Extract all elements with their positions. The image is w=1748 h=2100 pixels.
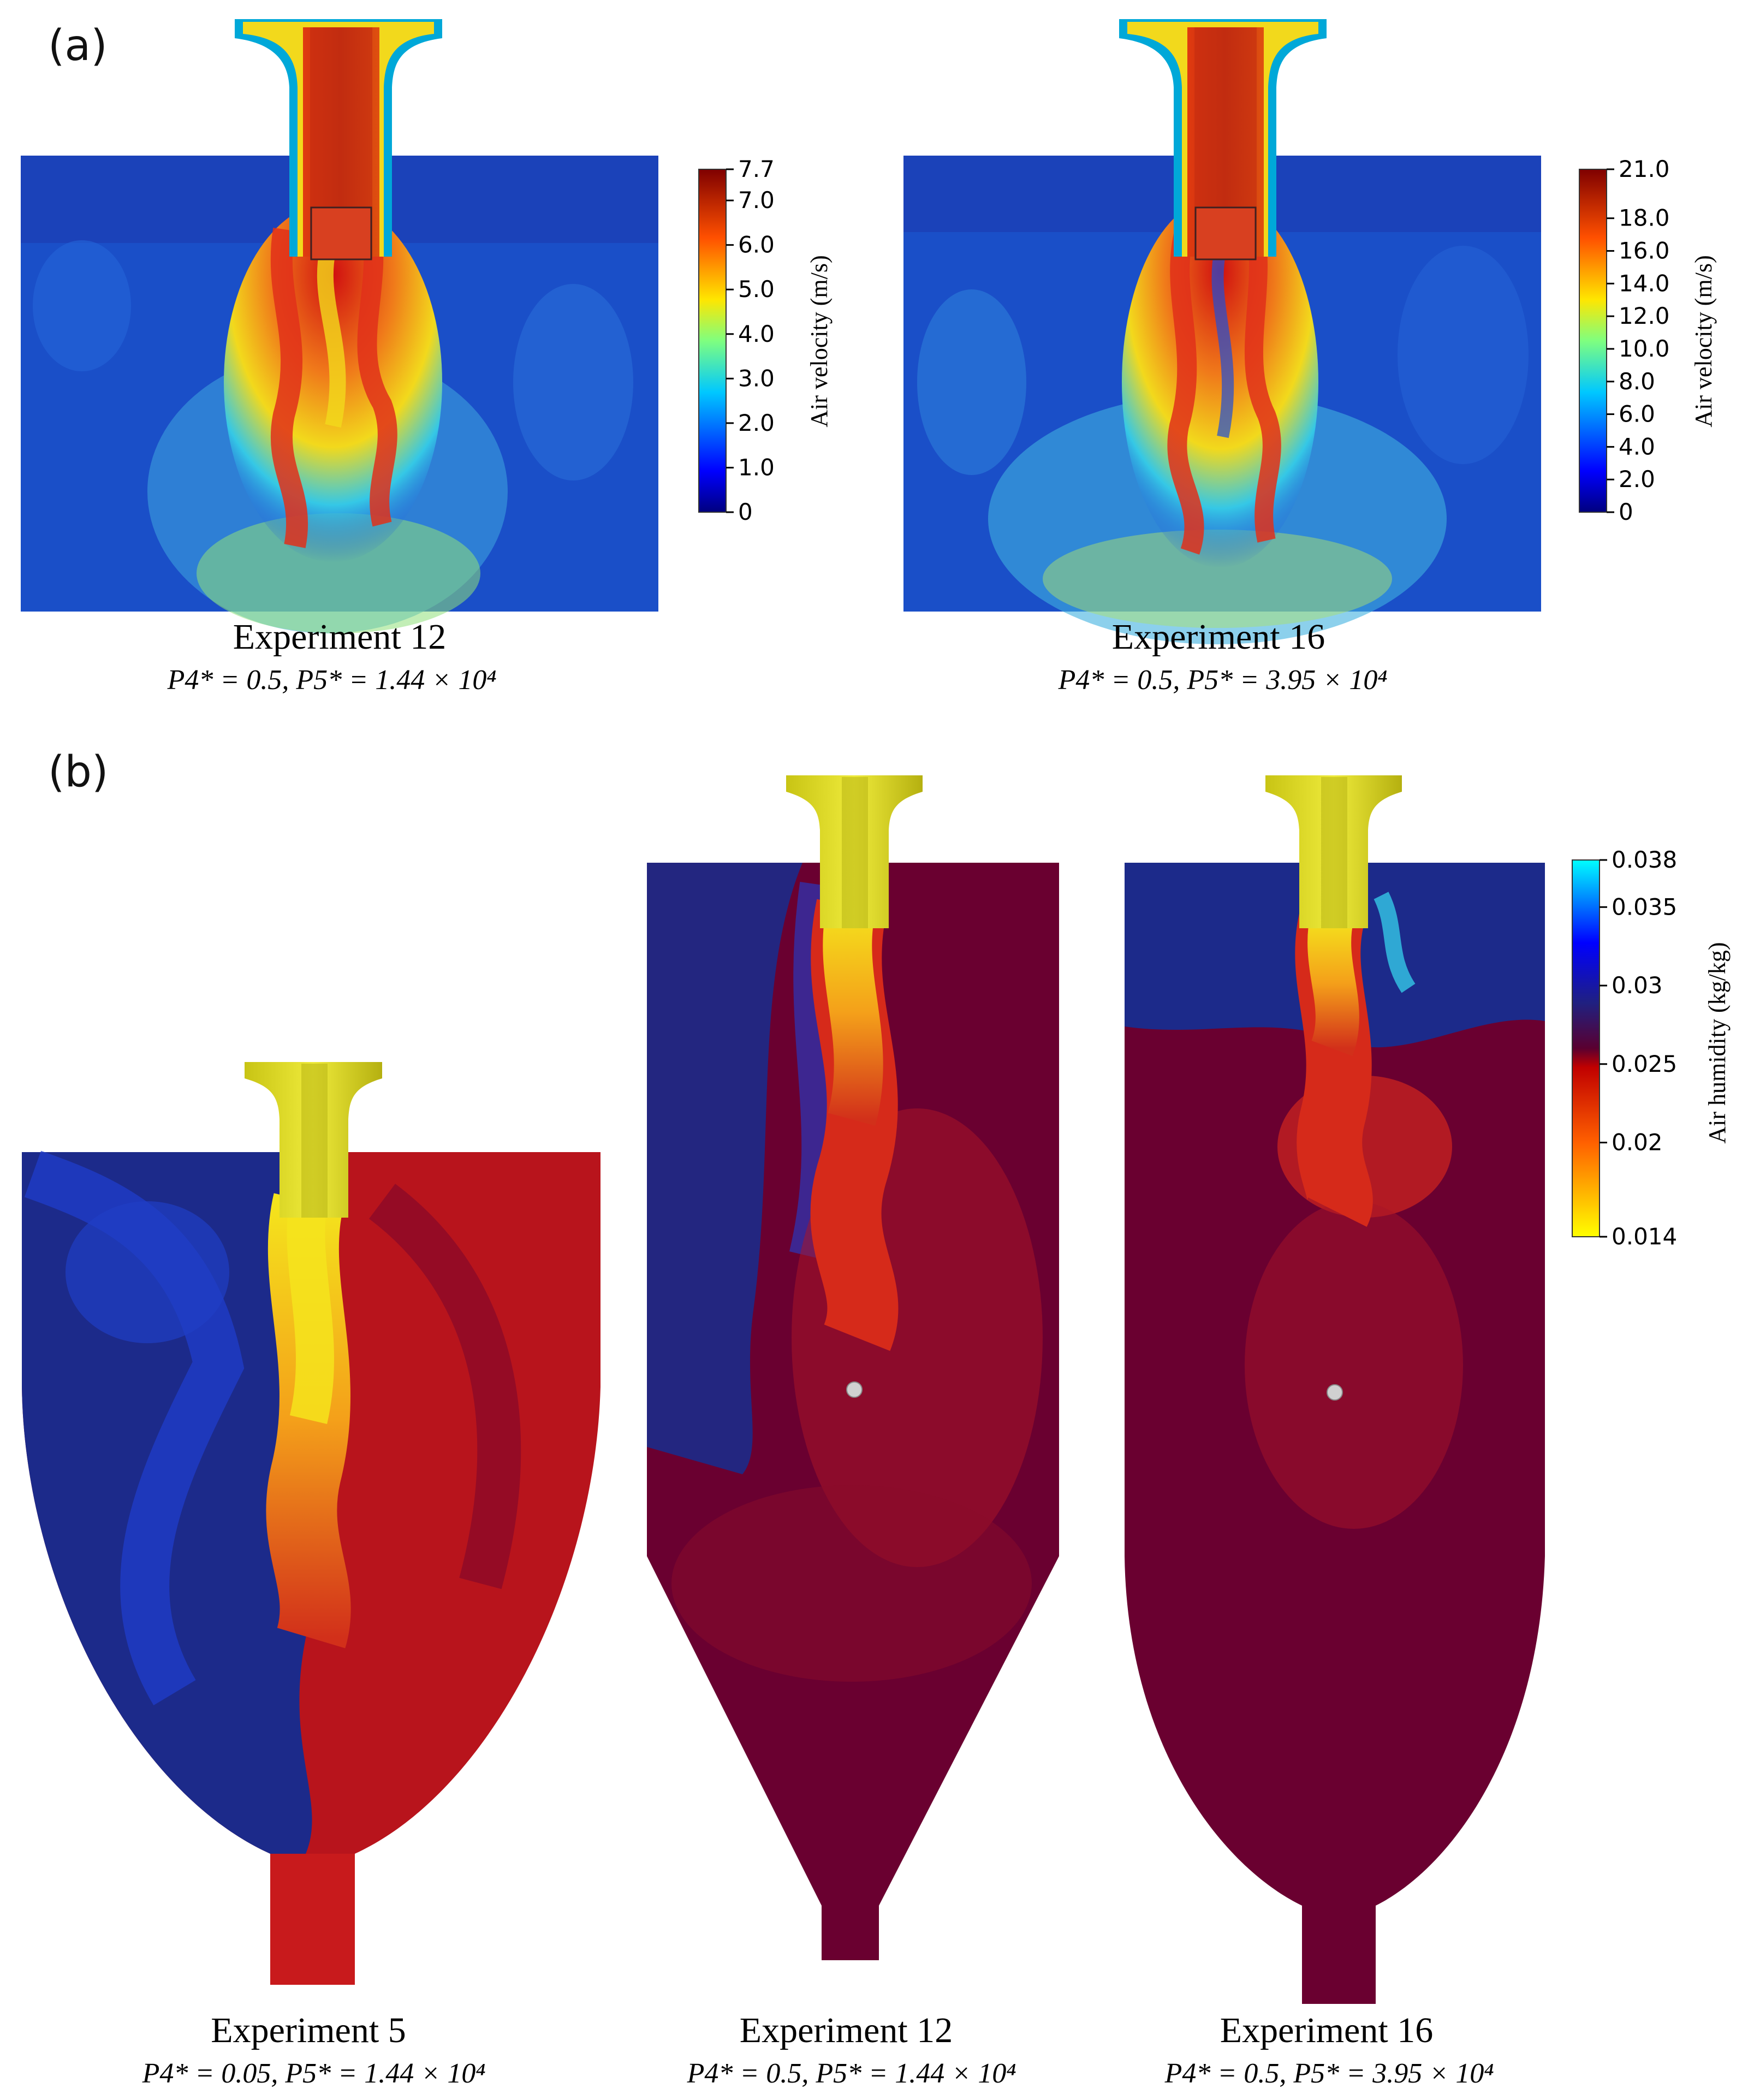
humidity-field-exp16 bbox=[1125, 775, 1545, 2004]
colorbar-velocity-exp12-tick-label: 0 bbox=[738, 499, 753, 525]
colorbar-humidity-tick-label: 0.03 bbox=[1612, 972, 1663, 999]
colorbar-velocity-exp12-tick-label: 3.0 bbox=[738, 365, 775, 391]
colorbar-velocity-exp16-tick-label: 10.0 bbox=[1619, 335, 1670, 362]
colorbar-title-humidity: Air humidity (kg/kg) bbox=[1704, 942, 1731, 1143]
plot-title-a-exp12: Experiment 12 bbox=[233, 617, 446, 657]
colorbar-velocity-exp16-tick-label: 2.0 bbox=[1619, 466, 1655, 493]
colorbar-velocity-exp12: 7.7 7.0 6.0 5.0 4.0 3.0 2.0 1.0 0 Air velocity (… bbox=[698, 156, 833, 525]
colorbar-velocity-exp16: 21.0 18.0 16.0 14.0 12.0 10.0 8.0 6.0 4.0 2.0 0 Ai… bbox=[1579, 156, 1717, 525]
colorbar-velocity-exp16-tick-label: 14.0 bbox=[1619, 270, 1670, 296]
panel-a-label: (a) bbox=[48, 21, 108, 70]
colorbar-title-velocity-exp12: Air velocity (m/s) bbox=[806, 255, 833, 427]
plot-title-b-exp12: Experiment 12 bbox=[740, 2010, 953, 2050]
plot-title-a-exp16: Experiment 16 bbox=[1112, 617, 1325, 657]
colorbar-humidity-tick-label: 0.035 bbox=[1612, 893, 1677, 920]
colorbar-humidity-tick-label: 0.02 bbox=[1612, 1129, 1663, 1156]
colorbar-velocity-exp16-tick-label: 21.0 bbox=[1619, 156, 1670, 182]
panel-b-label: (b) bbox=[48, 748, 108, 797]
colorbar-velocity-exp16-tick-label: 8.0 bbox=[1619, 368, 1655, 395]
humidity-field-exp12 bbox=[647, 775, 1059, 1960]
plot-params-b-exp16: P4* = 0.5, P5* = 3.95 × 10⁴ bbox=[1164, 2058, 1494, 2089]
colorbar-velocity-exp16-tick-label: 6.0 bbox=[1619, 401, 1655, 428]
plot-params-a-exp12: P4* = 0.5, P5* = 1.44 × 10⁴ bbox=[167, 665, 497, 696]
colorbar-velocity-exp12-tick-label: 7.0 bbox=[738, 187, 775, 213]
colorbar-velocity-exp12-tick-label: 2.0 bbox=[738, 410, 775, 436]
colorbar-title-velocity-exp16: Air velocity (m/s) bbox=[1690, 255, 1717, 427]
plot-title-b-exp5: Experiment 5 bbox=[211, 2010, 406, 2050]
plot-params-b-exp5: P4* = 0.05, P5* = 1.44 × 10⁴ bbox=[142, 2058, 486, 2089]
colorbar-humidity-tick-label: 0.014 bbox=[1612, 1223, 1677, 1250]
colorbar-velocity-exp12-tick-label: 6.0 bbox=[738, 232, 775, 258]
colorbar-velocity-exp16-tick-label: 18.0 bbox=[1619, 205, 1670, 232]
colorbar-humidity-tick-label: 0.025 bbox=[1612, 1051, 1677, 1077]
colorbar-velocity-exp12-tick-label: 1.0 bbox=[738, 454, 775, 480]
plot-params-a-exp16: P4* = 0.5, P5* = 3.95 × 10⁴ bbox=[1058, 665, 1388, 696]
colorbar-velocity-exp16-tick-label: 16.0 bbox=[1619, 238, 1670, 264]
plot-params-b-exp12: P4* = 0.5, P5* = 1.44 × 10⁴ bbox=[687, 2058, 1016, 2089]
colorbar-velocity-exp16-tick-label: 4.0 bbox=[1619, 433, 1655, 460]
velocity-field-exp12 bbox=[21, 19, 658, 633]
humidity-field-exp5 bbox=[22, 1062, 600, 1985]
colorbar-velocity-exp16-tick-label: 12.0 bbox=[1619, 302, 1670, 329]
colorbar-velocity-exp12-tick-label: 7.7 bbox=[738, 156, 775, 182]
velocity-field-exp16 bbox=[903, 19, 1541, 644]
colorbar-humidity: 0.038 0.035 0.03 0.025 0.02 0.014 Air humidit… bbox=[1572, 846, 1731, 1250]
colorbar-velocity-exp12-tick-label: 4.0 bbox=[738, 321, 775, 347]
colorbar-velocity-exp12-tick-label: 5.0 bbox=[738, 276, 775, 302]
colorbar-velocity-exp16-tick-label: 0 bbox=[1619, 499, 1633, 525]
colorbar-humidity-tick-label: 0.038 bbox=[1612, 846, 1677, 873]
plot-title-b-exp16: Experiment 16 bbox=[1220, 2010, 1433, 2050]
